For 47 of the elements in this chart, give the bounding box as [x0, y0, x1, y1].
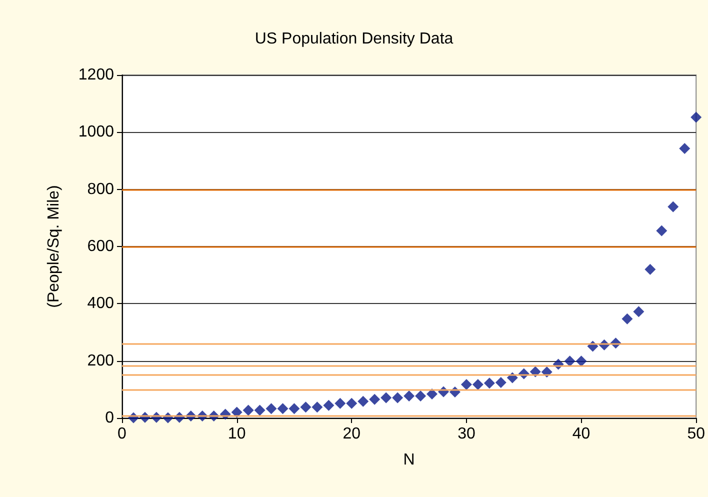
x-tick-label: 50: [687, 426, 706, 442]
point: [231, 406, 242, 418]
point: [633, 306, 644, 318]
y-tick-label: 1200: [78, 66, 114, 84]
y-tick-label: 200: [87, 352, 114, 370]
point: [346, 398, 358, 409]
y-tick-label: 400: [87, 295, 114, 312]
point: [484, 378, 495, 389]
x-tick-label: 40: [572, 426, 590, 442]
point: [380, 392, 392, 404]
point: [334, 398, 346, 409]
point: [679, 142, 690, 154]
point: [495, 377, 506, 388]
x-tick-label: 10: [228, 426, 246, 442]
point: [415, 390, 426, 402]
point: [323, 400, 334, 411]
point: [300, 402, 312, 413]
point: [564, 356, 576, 367]
point: [358, 396, 369, 407]
x-tick-label: 20: [342, 426, 361, 442]
point: [622, 313, 633, 324]
point: [472, 379, 484, 390]
point: [277, 403, 288, 414]
y-tick-label: 800: [87, 180, 114, 198]
y-axis-title: (People/Sq. Mile): [46, 185, 62, 308]
point: [392, 392, 404, 404]
x-tick-label: 30: [458, 426, 476, 442]
point: [369, 394, 380, 405]
point: [242, 404, 254, 416]
point: [656, 225, 668, 236]
x-tick-label: 0: [118, 426, 127, 442]
point: [404, 390, 415, 402]
point: [460, 379, 472, 390]
point: [266, 403, 277, 414]
y-tick-label: 0: [105, 410, 114, 426]
point: [312, 402, 323, 413]
point: [576, 356, 587, 367]
point: [690, 112, 702, 123]
point: [668, 201, 679, 212]
x-axis-title: N: [403, 452, 415, 468]
chart-title: US Population Density Data: [254, 30, 454, 48]
y-tick-label: 600: [87, 238, 114, 255]
point: [254, 404, 266, 416]
point: [644, 264, 656, 275]
y-tick-label: 1000: [78, 124, 114, 141]
point: [288, 403, 300, 414]
point: [426, 388, 438, 400]
